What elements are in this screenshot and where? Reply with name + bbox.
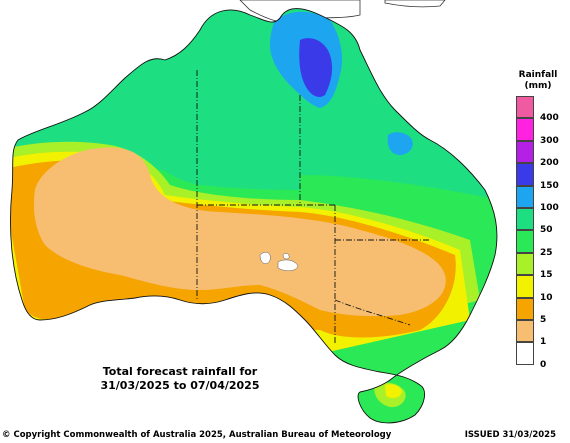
legend-swatch [516,185,534,208]
legend-label: 10 [540,292,553,303]
lake-torrens [277,259,299,271]
legend-item: 200 [510,140,566,168]
copyright-text: © Copyright Commonwealth of Australia 20… [2,430,392,440]
legend-item: 100 [510,185,566,213]
state-borders [196,70,430,345]
legend-title-line1: Rainfall [518,70,558,80]
legend-swatch [516,118,534,141]
rainfall-legend: Rainfall (mm) 400 300 200 150 100 50 25 15 10 5 1 0 [510,70,566,370]
footer: © Copyright Commonwealth of Australia 20… [0,428,570,443]
legend-item: 400 [510,96,566,123]
map-title: Total forecast rainfall for 31/03/2025 t… [70,365,290,393]
lake-eyre [259,252,271,264]
legend-label: 1 [540,337,547,348]
legend-label: 25 [540,247,553,258]
salt-lakes [259,252,299,271]
legend-label: 100 [540,202,559,213]
legend-label: 0 [540,359,547,370]
legend-item: 0 [510,342,566,370]
legend-items: 400 300 200 150 100 50 25 15 10 5 1 0 [510,96,566,370]
legend-label: 300 [540,135,559,146]
rainfall-map [10,0,498,424]
issued-date: ISSUED 31/03/2025 [464,430,556,440]
nsw-vic-border [334,299,411,326]
legend-item: 1 [510,319,566,347]
australia-coastline [10,8,498,424]
legend-title: Rainfall (mm) [510,70,566,92]
rainfall-bands [10,8,497,423]
legend-label: 150 [540,180,559,191]
legend-item: 15 [510,252,566,280]
legend-item: 25 [510,230,566,258]
legend-swatch [516,96,534,119]
legend-swatch [516,207,534,231]
legend-item: 5 [510,297,566,325]
legend-swatch [516,252,534,276]
legend-swatch [516,275,534,298]
legend-item: 50 [510,207,566,235]
legend-swatch [516,140,534,164]
island-coastline [384,0,446,8]
legend-label: 400 [540,113,559,124]
legend-item: 300 [510,118,566,146]
legend-label: 200 [540,158,559,169]
legend-swatch [516,297,534,320]
legend-item: 150 [510,163,566,191]
legend-swatch [516,319,534,343]
legend-swatch [516,342,534,365]
legend-label: 50 [540,225,553,236]
legend-label: 15 [540,270,553,281]
map-title-line1: Total forecast rainfall for [102,365,258,378]
lake-small [282,253,290,260]
legend-swatch [516,163,534,186]
map-title-line2: 31/03/2025 to 07/04/2025 [100,379,260,392]
legend-label: 5 [540,314,547,325]
legend-swatch [516,230,534,253]
australia-rainfall-map-svg [10,0,498,424]
legend-title-line2: (mm) [524,81,552,91]
legend-item: 10 [510,275,566,303]
